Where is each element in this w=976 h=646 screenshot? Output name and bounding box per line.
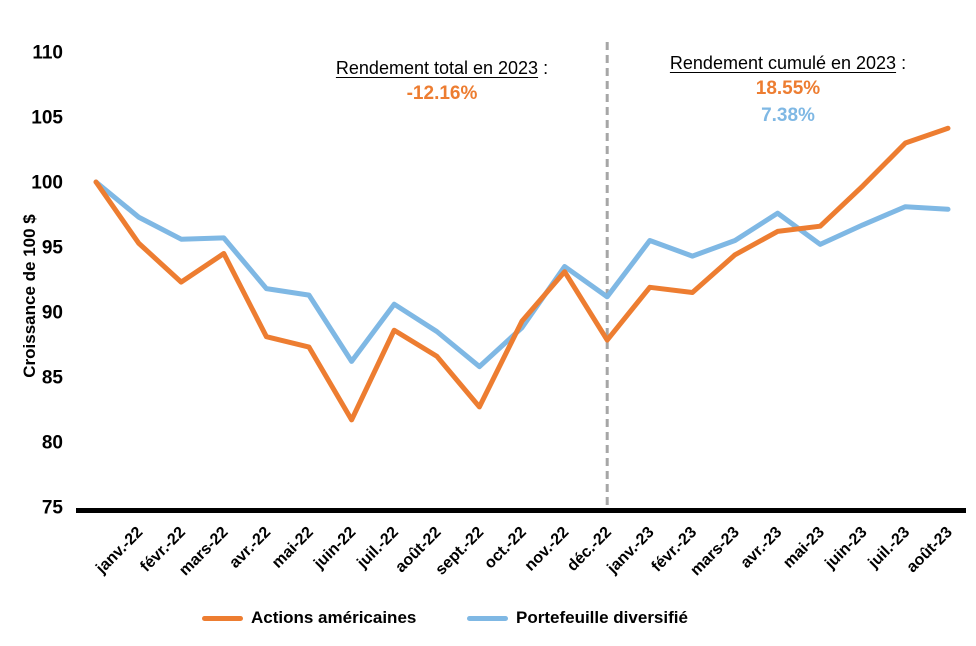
y-tick-label: 80: [42, 433, 63, 454]
y-tick-label: 105: [31, 108, 63, 129]
y-tick-label: 110: [32, 43, 63, 64]
series-line-actions-am-ricaines: [93, 125, 951, 423]
legend-line-swatch: [467, 615, 508, 621]
legend-label: Portefeuille diversifié: [516, 608, 688, 627]
x-tick-label: mai-22: [269, 524, 317, 572]
x-tick-label: avr.-23: [738, 524, 786, 572]
y-tick-label: 90: [42, 303, 63, 324]
y-tick-label: 75: [42, 498, 64, 519]
x-tick-label: juin-22: [310, 524, 359, 573]
x-tick-label: oct.-22: [481, 524, 530, 573]
legend-line-swatch: [202, 615, 243, 621]
legend-label: Actions américaines: [251, 608, 417, 627]
y-axis-title: Croissance de 100 $: [20, 214, 39, 378]
annotation-right-values: 18.55% 7.38%: [618, 75, 958, 129]
annotation-right-heading: Rendement cumulé en 2023 :: [618, 51, 958, 75]
annotation-left-label: Rendement total en 2023: [335, 58, 539, 78]
x-tick-label: août-23: [904, 524, 956, 576]
y-tick-label: 100: [31, 173, 63, 194]
annotation-2023-cumulative-return: Rendement cumulé en 2023 : 18.55% 7.38%: [618, 51, 958, 129]
annotation-left-values: -12.16%: [278, 80, 606, 107]
y-tick-label: 85: [42, 368, 64, 389]
annotation-right-value: 18.55%: [755, 78, 821, 99]
legend-item-actions-americaines: Actions américaines: [202, 606, 416, 630]
annotation-left-value: -12.16%: [406, 83, 478, 104]
x-tick-label: janv.-22: [92, 524, 146, 578]
annotation-right-value: 7.38%: [761, 105, 815, 126]
annotation-right-colon: :: [896, 53, 907, 73]
x-tick-label: avr.-22: [226, 524, 274, 572]
legend-item-portefeuille-diversifie: Portefeuille diversifié: [467, 606, 688, 630]
x-tick-label: juin-23: [821, 524, 870, 573]
x-tick-label: janv.-23: [604, 524, 658, 578]
x-tick-label: mai-23: [780, 524, 828, 572]
annotation-left-heading: Rendement total en 2023 :: [278, 56, 606, 80]
annotation-left-colon: :: [538, 58, 549, 78]
y-tick-label: 95: [42, 238, 64, 259]
x-tick-label: nov.-22: [522, 524, 573, 575]
annotation-2022-total-return: Rendement total en 2023 : -12.16%: [278, 56, 606, 107]
series-line-portefeuille-diversifi-: [93, 179, 951, 370]
annotation-right-label: Rendement cumulé en 2023: [669, 53, 897, 73]
